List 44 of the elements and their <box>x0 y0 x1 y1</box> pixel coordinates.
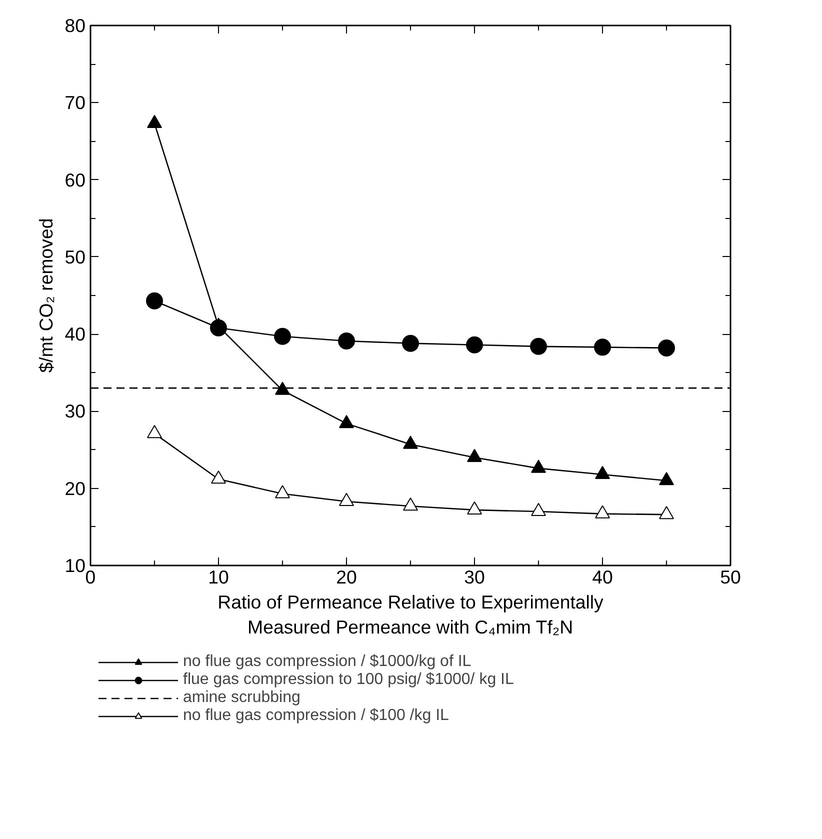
point <box>275 485 290 498</box>
point <box>147 425 162 438</box>
x-tick-label: 10 <box>208 566 229 588</box>
y-tick-label: 80 <box>64 15 86 36</box>
point <box>595 466 610 480</box>
point <box>467 448 482 462</box>
legend-label: amine scrubbing <box>183 689 300 707</box>
point <box>659 506 674 520</box>
y-tick-label: 20 <box>64 478 86 499</box>
point <box>595 505 610 518</box>
point <box>466 336 483 354</box>
x-tick-label: 40 <box>592 566 613 588</box>
y-axis-title: $/mt CO₂ removed <box>36 218 57 373</box>
y-tick-label: 30 <box>64 400 86 422</box>
point <box>403 498 418 511</box>
legend-label: flue gas compression to 100 psig/ $1000/ kg IL <box>183 671 514 689</box>
point <box>659 472 674 486</box>
point <box>530 338 547 355</box>
point <box>531 502 546 516</box>
point <box>338 332 355 350</box>
point <box>467 501 482 514</box>
y-tick-label: 60 <box>64 169 86 190</box>
point <box>274 328 291 345</box>
point <box>146 292 163 310</box>
point <box>211 470 226 484</box>
x-tick-label: 20 <box>336 566 357 588</box>
y-tick-label: 40 <box>64 324 86 345</box>
point <box>339 414 354 428</box>
point <box>402 334 419 352</box>
point <box>339 492 354 506</box>
point <box>658 339 675 356</box>
point <box>594 338 611 356</box>
point <box>531 460 546 473</box>
point <box>210 319 227 336</box>
point <box>403 436 418 449</box>
x-tick-label: 50 <box>720 566 741 588</box>
y-tick-label: 50 <box>64 246 86 268</box>
legend-label: no flue gas compression / $100 /kg IL <box>183 707 449 725</box>
point <box>275 382 290 395</box>
legend-label: no flue gas compression / $1000/kg of IL <box>183 653 472 671</box>
y-tick-label: 70 <box>64 92 86 114</box>
x-axis-title: Ratio of Permeance Relative to Experimentally Measured Permeance with C₄mim Tf₂N <box>218 592 604 638</box>
x-tick-label: 0 <box>85 566 96 588</box>
x-tick-label: 30 <box>464 566 485 588</box>
